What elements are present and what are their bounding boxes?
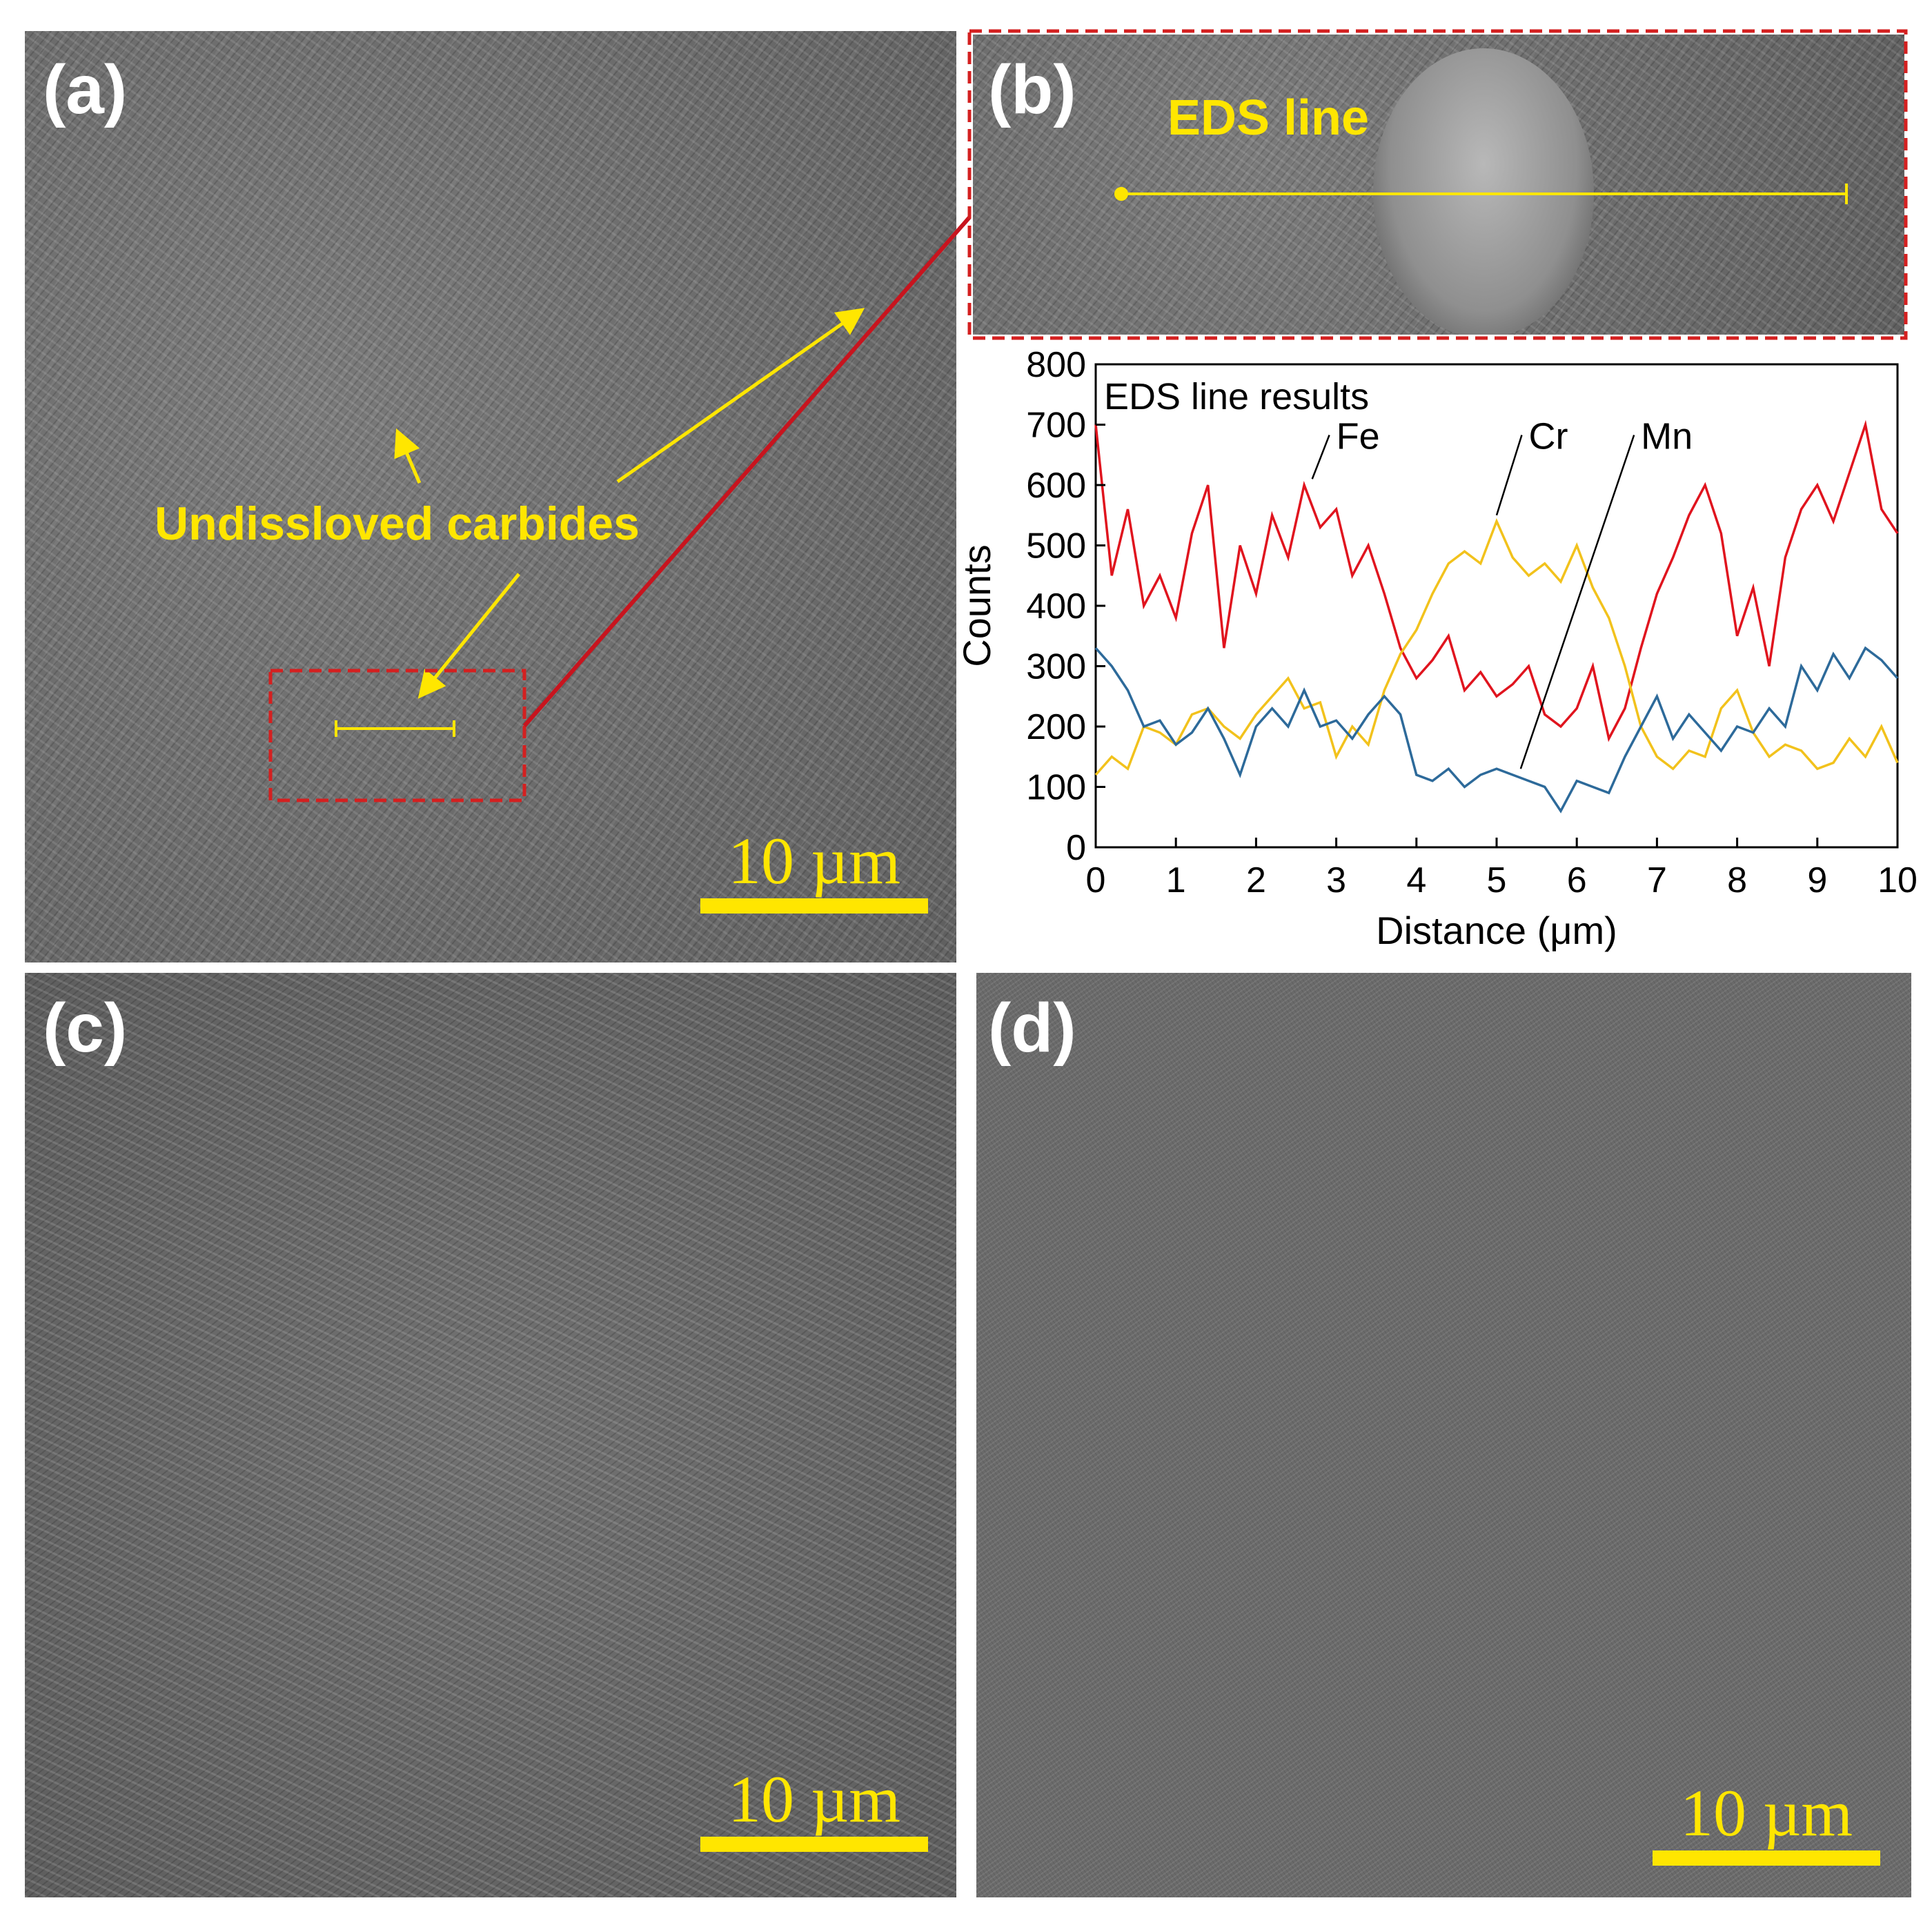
- sem-image-d: [976, 973, 1911, 1897]
- eds-line-b: [1114, 184, 1848, 204]
- scale-bar-label: 10 µm: [728, 824, 900, 898]
- series-line-mn: [1094, 646, 1899, 813]
- y-tick-label: 100: [1026, 768, 1086, 808]
- y-tick-label: 200: [1026, 707, 1086, 747]
- scale-bar-line: [700, 898, 928, 914]
- annotation-label-mn: Mn: [1641, 416, 1693, 457]
- plot-frame: [1094, 363, 1899, 849]
- x-tick-label: 7: [1647, 860, 1667, 900]
- x-tick-label: 9: [1807, 860, 1827, 900]
- scale-bar-c: 10 µm: [700, 1766, 928, 1852]
- panel-label-a: (a): [43, 51, 128, 128]
- scale-bar-d: 10 µm: [1653, 1780, 1880, 1866]
- annotation-label-cr: Cr: [1528, 416, 1568, 457]
- sem-image-c: [25, 973, 956, 1897]
- annotation-label-fe: Fe: [1337, 416, 1380, 457]
- scale-bar-a: 10 µm: [700, 828, 928, 914]
- x-tick-label: 3: [1326, 860, 1346, 900]
- y-tick-label: 500: [1026, 526, 1086, 566]
- annotation-arrow-cr: [1495, 435, 1523, 516]
- y-tick-label: 600: [1026, 466, 1086, 506]
- x-tick-label: 4: [1406, 860, 1426, 900]
- x-tick-label: 6: [1567, 860, 1587, 900]
- y-axis-label: Counts: [955, 544, 998, 667]
- carbide-particle: [1373, 48, 1594, 335]
- scale-bar-line: [700, 1837, 928, 1852]
- y-tick-label: 400: [1026, 586, 1086, 626]
- eds-line-annotation: EDS line: [1167, 90, 1370, 146]
- x-tick-label: 8: [1727, 860, 1747, 900]
- carbide-arrow: [616, 308, 865, 484]
- y-tick-label: 700: [1026, 406, 1086, 446]
- sem-image-b-zoom: [973, 34, 1904, 335]
- scale-bar-line: [1653, 1850, 1880, 1866]
- eds-line-marker-a: [335, 720, 455, 737]
- y-tick-label: 0: [1066, 828, 1086, 868]
- carbide-arrow: [417, 573, 520, 699]
- annotation-arrow-mn: [1519, 435, 1635, 769]
- x-axis-label: Distance (μm): [1376, 909, 1617, 952]
- y-tick-label: 800: [1026, 345, 1086, 385]
- panel-label-d: (d): [988, 989, 1076, 1067]
- series-line-cr: [1094, 517, 1899, 776]
- panel-label-b: (b): [988, 51, 1076, 128]
- zoom-region-box: [268, 669, 526, 802]
- sem-image-a: [25, 31, 956, 962]
- carbides-annotation: Undissloved carbides: [155, 497, 640, 550]
- carbide-arrow: [394, 428, 422, 484]
- annotation-arrow-fe: [1311, 435, 1330, 480]
- x-tick-label: 1: [1166, 860, 1186, 900]
- x-tick-label: 0: [1086, 860, 1106, 900]
- x-tick-label: 2: [1246, 860, 1266, 900]
- panel-label-c: (c): [43, 989, 128, 1067]
- x-tick-label: 10: [1877, 860, 1918, 900]
- x-tick-label: 5: [1487, 860, 1507, 900]
- scale-bar-label: 10 µm: [728, 1762, 900, 1836]
- zoom-panel-box: [967, 29, 1908, 340]
- zoom-connector-line: [522, 216, 972, 727]
- scale-bar-label: 10 µm: [1680, 1776, 1853, 1850]
- series-line-fe: [1094, 419, 1899, 742]
- chart-title: EDS line results: [1104, 376, 1369, 417]
- y-tick-label: 300: [1026, 647, 1086, 687]
